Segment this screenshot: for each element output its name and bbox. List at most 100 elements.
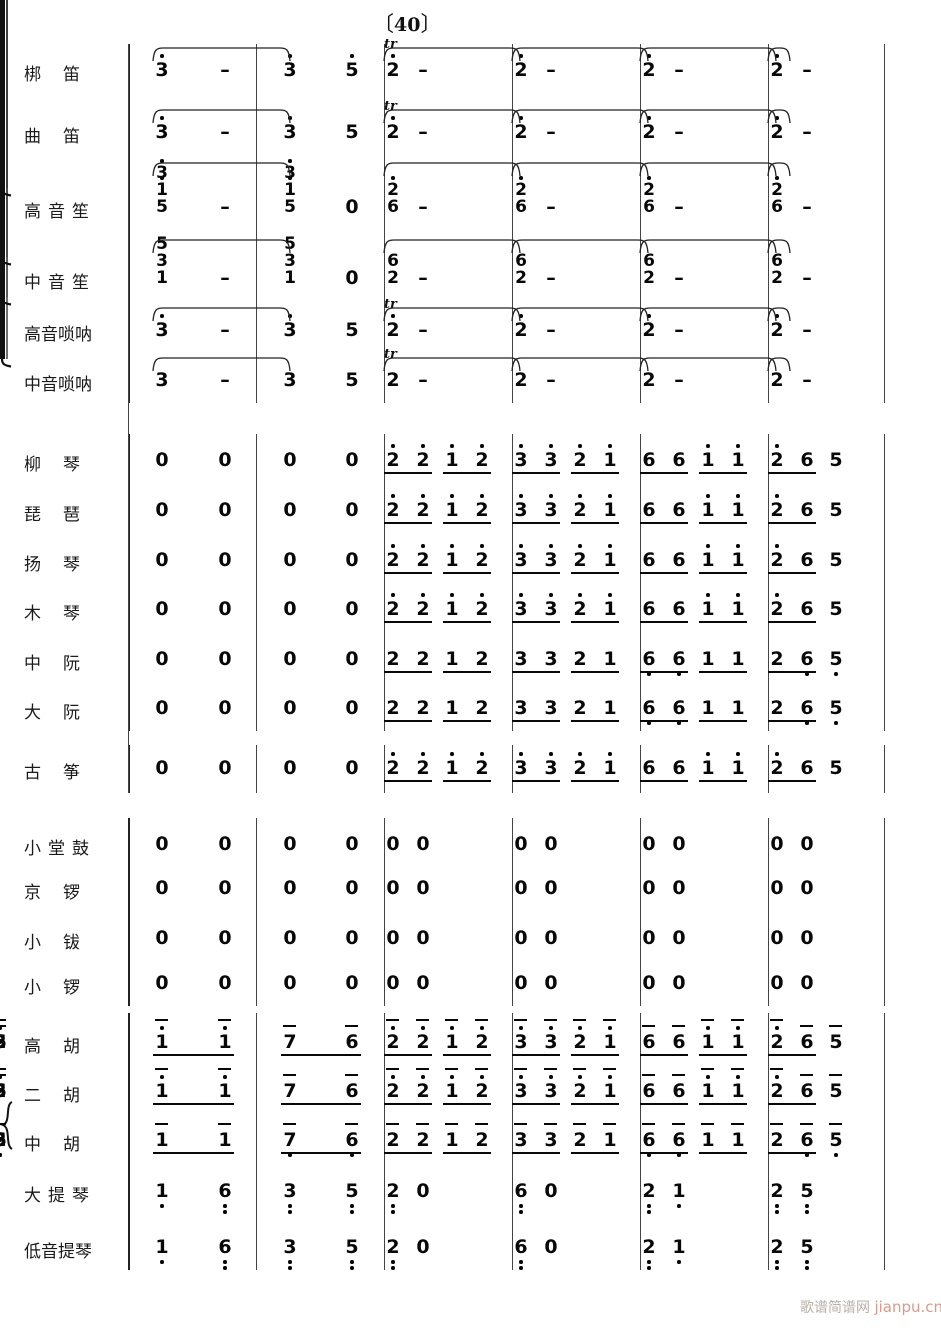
beam-zhonghu-m4-0 [640, 1152, 688, 1154]
note-gaohu-m4-3: 1 [729, 1019, 747, 1052]
beam-liuqin-m4-0 [640, 472, 688, 474]
note-zhongruan-m1-1: 0 [345, 648, 359, 670]
note-zhonghu-m2-0: 2 [384, 1123, 402, 1150]
note-liuqin-m2-0: 2 [384, 444, 402, 470]
note-jingluo-m5-0: 0 [770, 877, 784, 899]
watermark-site-cn: 歌谱简谱网 [800, 1300, 870, 1316]
note-zhongruan-m4-2: 1 [701, 648, 715, 670]
note-zhonghu-m4-3: 1 [729, 1123, 747, 1150]
beam-erhu-m3-0 [512, 1103, 560, 1105]
sustain-dash: – [220, 121, 230, 143]
note-erhu-m2-2: 1 [443, 1068, 461, 1101]
note-xiaoluo-m3-0: 0 [514, 972, 528, 994]
note-xiaotanggu-m4-1: 0 [672, 833, 686, 855]
barline-zheng-2 [384, 745, 386, 793]
beam-liuqin-m3-0 [512, 472, 560, 474]
note-gaohu-m4-1: 6 [670, 1025, 688, 1052]
note-muqin-m2-3: 2 [473, 593, 491, 619]
beam-zhonghu-m3-2 [571, 1152, 619, 1154]
inst-label-yangqin: 扬琴 [24, 555, 80, 575]
sheng-sustain: – [220, 196, 230, 218]
note-xiaobo-m2-1: 0 [416, 927, 430, 949]
slur-zhongyinsheng-3 [639, 239, 777, 265]
note-zhongyinsuona-m5-0: 2 [770, 369, 784, 391]
note-yangqin-m5-0: 2 [768, 544, 786, 570]
note-pipa-m4-3: 1 [729, 494, 747, 520]
beam-gaohu-m1-0 [281, 1054, 361, 1056]
note-daruan-m4-1: 6 [670, 699, 688, 725]
note-daruan-m3-2: 2 [573, 697, 587, 719]
slur-qudi-0 [152, 109, 291, 135]
barline-bowed-4 [640, 1013, 642, 1270]
inst-label-xiaobo: 小钹 [24, 933, 80, 953]
beam-muqin-m5-0 [768, 621, 816, 623]
note-gaoyinsuona-m4-0: 2 [640, 314, 658, 340]
slur-zhongyinsheng-0 [152, 239, 291, 265]
note-xiaoluo-m5-0: 0 [770, 972, 784, 994]
note-guzheng-m4-2: 1 [699, 752, 717, 778]
inst-label-gaoyinsheng: 高音笙 [24, 202, 89, 222]
note-pipa-m3-2: 2 [571, 494, 589, 520]
note-xiaobo-m1-0: 0 [283, 927, 297, 949]
sheng-sustain: – [220, 267, 230, 289]
beam-zhonghu-m1-0 [281, 1152, 361, 1154]
note-yangqin-m1-1: 0 [345, 549, 359, 571]
note-muqin-m3-0: 3 [512, 593, 530, 619]
note-muqin-m1-1: 0 [345, 598, 359, 620]
inst-label-erhu: 二胡 [24, 1086, 80, 1106]
note-guzheng-m4-3: 1 [729, 752, 747, 778]
note-zhonghu-m3-0: 3 [512, 1123, 530, 1150]
note-erhu-m1-0: 7 [281, 1074, 299, 1101]
barline-plucked-1 [256, 434, 258, 731]
note-datiqin-m1-0: 3 [281, 1182, 299, 1214]
note-bangdi-m1-1: 5 [343, 54, 361, 80]
beam-zhongruan-m2-2 [443, 671, 491, 673]
beam-erhu-m3-2 [571, 1103, 619, 1105]
barline-plucked-3 [512, 434, 514, 731]
note-guzheng-m4-0: 6 [642, 757, 656, 779]
note-guzheng-m3-2: 2 [571, 752, 589, 778]
note-muqin-m4-0: 6 [642, 598, 656, 620]
beam-yangqin-m2-0 [384, 572, 432, 574]
note-xiaotanggu-m0-0: 0 [155, 833, 169, 855]
note-xiaobo-m3-0: 0 [514, 927, 528, 949]
barline-perc-1 [256, 818, 258, 1006]
note-xiaoluo-m1-1: 0 [345, 972, 359, 994]
slur-gaoyinsheng-0 [152, 162, 291, 188]
sheng-sustain: – [546, 267, 556, 289]
beam-gaohu-m2-0 [384, 1054, 432, 1056]
sheng-rest: 0 [345, 196, 359, 218]
sustain-dash: – [674, 319, 684, 341]
beam-erhu-m5-0 [768, 1103, 816, 1105]
beam-erhu-m4-2 [699, 1103, 747, 1105]
beam-muqin-m3-2 [571, 621, 619, 623]
note-daruan-m4-0: 6 [640, 699, 658, 725]
note-diyintiqin-m3-1: 0 [544, 1236, 558, 1258]
note-pipa-m2-0: 2 [384, 494, 402, 520]
note-xiaoluo-m0-1: 0 [218, 972, 232, 994]
note-xiaotanggu-m2-1: 0 [416, 833, 430, 855]
beam-liuqin-m2-2 [443, 472, 491, 474]
note-daruan-m3-0: 3 [514, 697, 528, 719]
note-gaoyinsuona-m2-0: 2 [384, 314, 402, 340]
note-yangqin-m4-3: 1 [729, 544, 747, 570]
note-zhongruan-m3-3: 1 [603, 648, 617, 670]
slur-gaoyinsheng-4 [767, 162, 791, 188]
barline-winds-5 [768, 44, 770, 403]
note-xiaotanggu-m1-0: 0 [283, 833, 297, 855]
note-guzheng-m1-1: 0 [345, 757, 359, 779]
note-liuqin-m3-1: 3 [542, 444, 560, 470]
note-liuqin-m2-1: 2 [414, 444, 432, 470]
slur-bangdi-1 [383, 47, 521, 73]
note-zhongyinsuona-m0-0: 3 [155, 369, 169, 391]
slur-zhongyinsuona-0 [152, 357, 291, 383]
barline-winds-1 [256, 44, 258, 403]
beam-erhu-m2-2 [443, 1103, 491, 1105]
note-xiaotanggu-m5-0: 0 [770, 833, 784, 855]
beam-gaohu-m3-0 [512, 1054, 560, 1056]
note-diyintiqin-m0-1: 6 [216, 1238, 234, 1270]
beam-daruan-m2-2 [443, 720, 491, 722]
